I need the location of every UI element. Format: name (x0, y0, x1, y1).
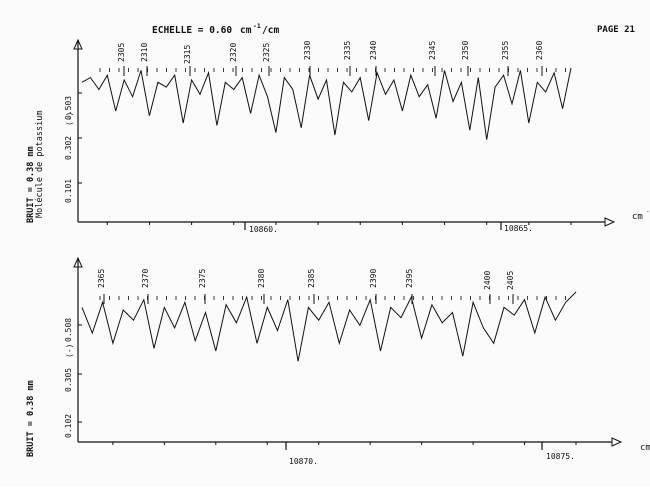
line-label: 2340 (369, 41, 378, 60)
line-label: 2350 (461, 41, 470, 60)
line-label: 2385 (307, 269, 316, 288)
line-label: 2400 (483, 271, 492, 290)
unit-marker-bottom: (-) (65, 344, 74, 358)
line-label: 2345 (428, 41, 437, 60)
page-number: PAGE 21 (597, 25, 635, 35)
line-label: 2365 (97, 269, 106, 288)
line-label: 2325 (262, 43, 271, 62)
line-label: 2305 (117, 43, 126, 62)
spectrum-trace (81, 291, 577, 362)
molecule-label: Molécule de potassium (34, 111, 45, 218)
y-tick-label: 0.302 (64, 136, 73, 160)
x-tick-label: 10875. (546, 452, 575, 461)
line-label: 2310 (140, 43, 149, 62)
plots-layer (73, 38, 623, 450)
y-tick-label: 0.503 (64, 96, 73, 120)
unit-marker-top: (-) (65, 112, 74, 126)
scale-label: ECHELLE = 0.60 (152, 25, 232, 36)
line-label: 2375 (198, 269, 207, 288)
y-tick-label: 0.305 (64, 368, 73, 392)
line-label: 2330 (303, 41, 312, 60)
line-label: 2360 (535, 41, 544, 60)
scale-unit-exp: -1 (253, 22, 261, 30)
line-label: 2395 (405, 269, 414, 288)
y-tick-label: 0.508 (64, 318, 73, 342)
line-label: 2355 (501, 41, 510, 60)
line-label: 2370 (141, 269, 150, 288)
y-axis-arrow (73, 38, 83, 50)
axis-unit-top: cm (632, 212, 643, 222)
spectrum-trace (81, 67, 572, 140)
x-axis-arrow (604, 217, 616, 227)
noise-label-bottom: BRUIT = 0.38 mm (26, 380, 36, 457)
scale-unit-a: cm (240, 25, 252, 36)
y-tick-label: 0.101 (64, 179, 73, 203)
x-tick-label: 10860. (249, 225, 278, 234)
y-axis-arrow (73, 256, 83, 268)
line-label: 2390 (369, 269, 378, 288)
line-label: 2405 (506, 271, 515, 290)
line-label: 2315 (183, 45, 192, 64)
line-label: 2335 (343, 41, 352, 60)
x-tick-label: 10865. (504, 224, 533, 233)
y-tick-label: 0.102 (64, 414, 73, 438)
x-axis-arrow (611, 437, 623, 447)
axis-unit-exp-top: -1 (646, 208, 650, 215)
axis-unit-bottom: cm (640, 443, 650, 453)
line-label: 2380 (257, 269, 266, 288)
x-tick-label: 10870. (289, 457, 318, 466)
line-label: 2320 (229, 43, 238, 62)
noise-label-top: BRUIT = 0.38 mm (26, 146, 36, 223)
scale-unit-b: /cm (262, 25, 279, 36)
